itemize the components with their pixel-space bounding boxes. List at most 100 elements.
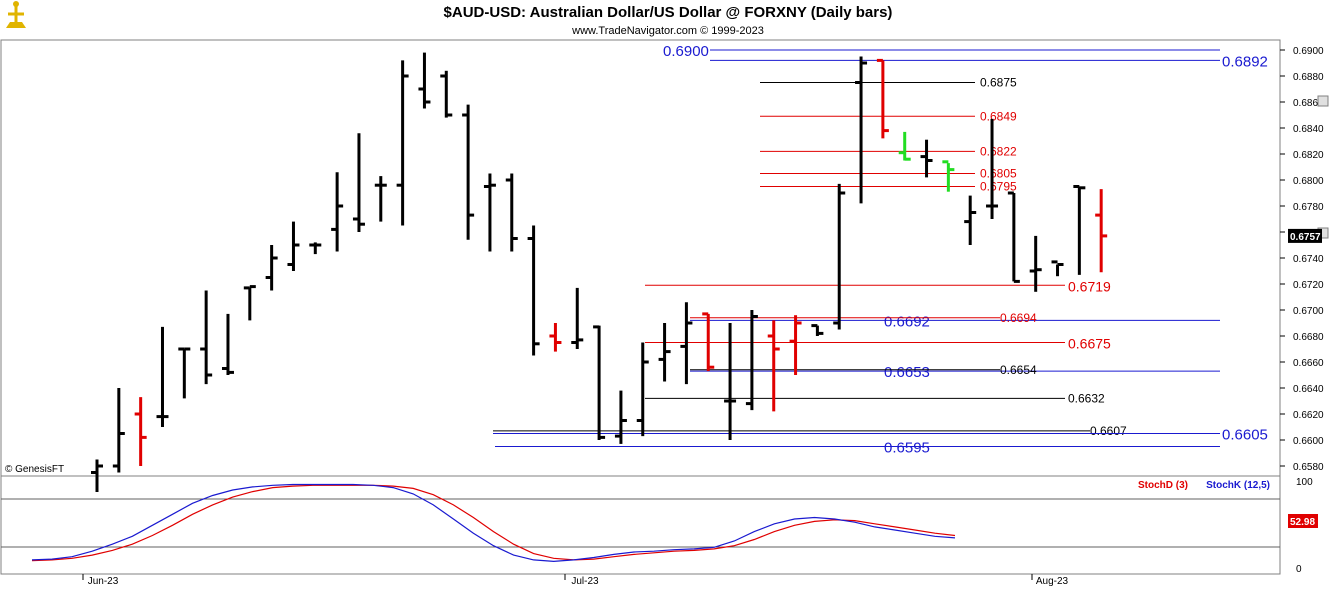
ohlc-bar [833, 183, 846, 330]
price-tick-label: 0.6900 [1293, 46, 1324, 57]
stoch-d-line [31, 484, 956, 562]
ohlc-bar [898, 131, 911, 161]
chart-title: $AUD-USD: Australian Dollar/US Dollar @ … [444, 4, 893, 21]
ohlc-bar [811, 324, 824, 336]
x-label-jun: Jun-23 [88, 576, 119, 587]
level-label-0_6654: 0.6654 [1000, 363, 1037, 377]
ohlc-bar [134, 397, 147, 466]
price-tick-label: 0.6840 [1293, 124, 1324, 135]
level-label-0_6632: 0.6632 [1068, 391, 1105, 405]
price-tick-label: 0.6800 [1293, 176, 1324, 187]
ohlc-bar [1073, 185, 1086, 275]
ohlc-bar [986, 118, 999, 219]
ohlc-bar [920, 139, 933, 178]
ohlc-bar [374, 176, 387, 222]
level-label-0_6605: 0.6605 [1222, 427, 1268, 444]
scale-up-arrow-icon [1317, 95, 1329, 107]
ohlc-bar [309, 242, 322, 255]
ohlc-bar [221, 313, 234, 375]
ohlc-bar [636, 342, 649, 437]
last-price-badge [1288, 228, 1322, 243]
x-label-aug: Aug-23 [1036, 576, 1069, 587]
ohlc-bar [91, 459, 103, 492]
level-label-0_6892: 0.6892 [1222, 53, 1268, 70]
level-label-0_6849: 0.6849 [980, 109, 1017, 123]
stoch-tick-0: 0 [1296, 564, 1302, 575]
ohlc-bar [964, 195, 977, 245]
price-tick-label: 0.6820 [1293, 150, 1324, 161]
ohlc-bar [876, 58, 889, 139]
ohlc-bar [462, 104, 475, 240]
price-tick-label: 0.6660 [1293, 358, 1324, 369]
price-tick-label: 0.6720 [1293, 280, 1324, 291]
level-label-0_6805: 0.6805 [980, 167, 1017, 181]
ohlc-bar [331, 172, 344, 252]
price-tick-label: 0.6600 [1293, 436, 1324, 447]
last-price-label: 0.6757 [1290, 232, 1321, 243]
ohlc-bar [855, 56, 868, 204]
price-tick-label: 0.6640 [1293, 384, 1324, 395]
ohlc-bar [1051, 260, 1064, 277]
level-label-0_6692: 0.6692 [884, 313, 930, 330]
chart-subtitle: www.TradeNavigator.com © 1999-2023 [571, 25, 764, 37]
level-label-0_6795: 0.6795 [980, 180, 1017, 194]
ohlc-bar [505, 173, 518, 252]
price-tick-label: 0.6880 [1293, 72, 1324, 83]
ohlc-bar [942, 160, 955, 192]
ohlc-bar [243, 285, 256, 321]
level-label-0_6822: 0.6822 [980, 144, 1017, 158]
ohlc-bar [680, 302, 693, 385]
ohlc-bar [614, 390, 627, 444]
level-label-0_6607: 0.6607 [1090, 424, 1127, 438]
stoch-k-line [31, 483, 956, 563]
ohlc-bar [440, 70, 453, 118]
stochastic-panel [0, 475, 1281, 575]
ohlc-bar [418, 52, 431, 109]
legend-stochk: StochK (12,5) [1206, 480, 1270, 491]
ohlc-bar [1007, 191, 1020, 283]
ohlc-bar [745, 310, 758, 411]
ohlc-bar [352, 133, 365, 232]
stoch-last-value: 52.98 [1290, 517, 1315, 528]
ohlc-bar [724, 323, 737, 440]
ohlc-bar [112, 388, 125, 473]
price-tick-label: 0.6700 [1293, 306, 1324, 317]
level-label-0_6675: 0.6675 [1068, 336, 1111, 352]
copyright: © GenesisFT [5, 464, 64, 475]
level-label-0_6875: 0.6875 [980, 76, 1017, 90]
level-label-0_6653: 0.6653 [884, 364, 930, 381]
level-label-0_6719: 0.6719 [1068, 278, 1111, 294]
ohlc-bar [1029, 235, 1042, 292]
ohlc-bar [789, 315, 802, 375]
stoch-last-badge [1288, 514, 1318, 528]
level-label-0_6595: 0.6595 [884, 440, 930, 457]
ohlc-bar [767, 320, 780, 412]
ohlc-bar [200, 290, 213, 385]
ohlc-bar [527, 225, 540, 356]
level-label-0_6900: 0.6900 [663, 43, 709, 60]
price-tick-label: 0.6740 [1293, 254, 1324, 265]
legend-stochd: StochD (3) [1138, 480, 1188, 491]
genesis-logo-icon [6, 1, 26, 28]
price-tick-label: 0.6680 [1293, 332, 1324, 343]
level-label-0_6694: 0.6694 [1000, 311, 1037, 325]
price-tick-label: 0.6620 [1293, 410, 1324, 421]
price-tick-label: 0.6580 [1293, 462, 1324, 473]
ohlc-bar [702, 312, 715, 372]
ohlc-bar [287, 221, 300, 271]
ohlc-bar [549, 323, 562, 352]
price-tick-label: 0.6780 [1293, 202, 1324, 213]
ohlc-bar [483, 173, 496, 252]
ohlc-bar [1095, 189, 1108, 273]
ohlc-bar [593, 325, 606, 440]
x-label-jul: Jul-23 [571, 576, 599, 587]
stoch-tick-100: 100 [1296, 477, 1313, 488]
ohlc-bar [178, 347, 191, 399]
ohlc-bar [265, 245, 278, 291]
ohlc-bar [658, 323, 671, 382]
ohlc-bar [156, 326, 169, 427]
ohlc-bar [396, 60, 409, 226]
price-tick-label: 0.6860 [1293, 98, 1324, 109]
